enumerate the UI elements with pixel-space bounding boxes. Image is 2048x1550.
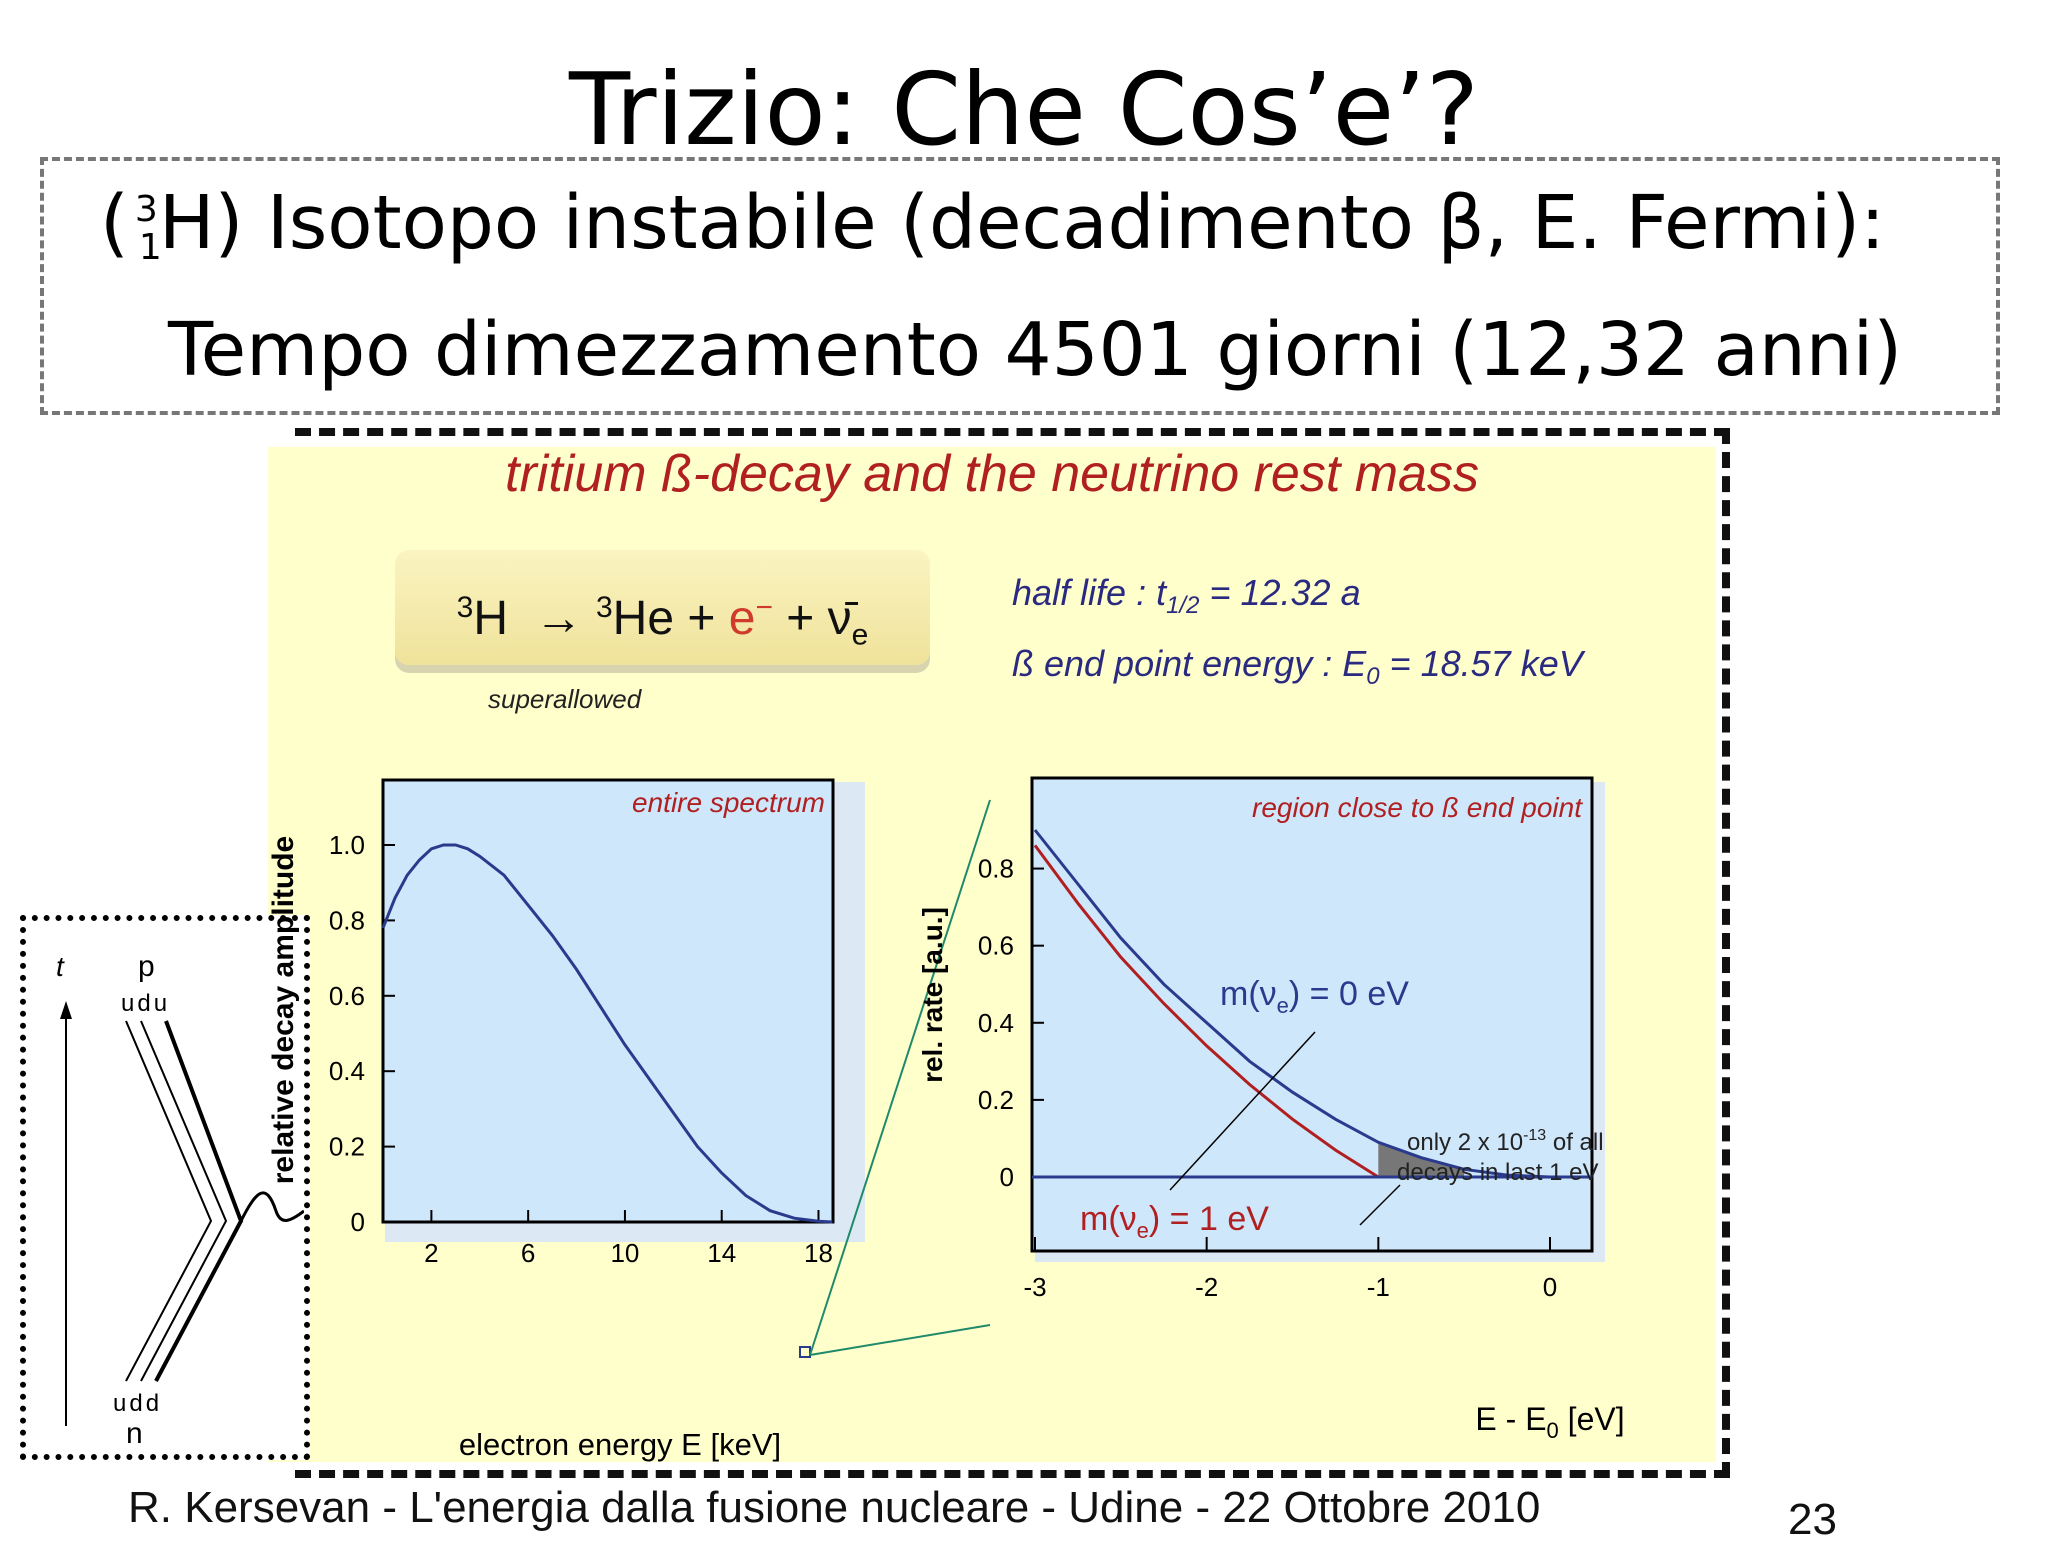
chart1-y-tick-label: 0.6 (329, 981, 365, 1011)
chart2-y-tick-label: 0.8 (978, 854, 1014, 884)
legend-m1: m(νe) = 1 eV (1080, 1200, 1269, 1243)
atomic-number: 1 (139, 230, 162, 266)
decay-equation: 3H → 3He + e− + ν̄e (395, 550, 930, 665)
time-label: t (56, 951, 65, 982)
half-life-label: half life : t (1012, 572, 1166, 613)
half-life-line: half life : t1/2 = 12.32 a (1012, 564, 1583, 635)
annotation-line2: decays in last 1 eV (1397, 1159, 1598, 1186)
chart2-xlabel: E - E0 [eV] (1475, 1401, 1624, 1443)
chart1-y-tick-label: 0.2 (329, 1132, 365, 1162)
chart2-x-tick-label: -3 (1023, 1272, 1046, 1302)
chart2-y-tick-label: 0.2 (978, 1085, 1014, 1115)
isotope-definition-text: H) Isotopo instabile (decadimento β, E. … (159, 180, 1885, 266)
slide-title: Trizio: Che Cos’e’? (0, 50, 2048, 170)
chart1-y-tick-label: 0.8 (329, 905, 365, 935)
quark-line-1 (126, 1021, 211, 1381)
proton-label: p (138, 950, 155, 983)
figure-title: tritium ß-decay and the neutrino rest ma… (268, 440, 1716, 508)
chart1-y-tick-label: 0.4 (329, 1056, 365, 1086)
isotope-definition: (3 1 H) Isotopo instabile (decadimento β, … (100, 178, 1885, 268)
superallowed-label: superallowed (488, 684, 641, 715)
annotation-line1: only 2 x 10-13 of all (1407, 1127, 1604, 1156)
chart1-ylabel: relative decay amplitude (267, 836, 300, 1185)
open-paren: ( (100, 180, 129, 266)
half-life-sub: 1/2 (1166, 592, 1199, 619)
neutron-label: n (126, 1417, 143, 1450)
footer: R. Kersevan - L'energia dalla fusione nu… (128, 1478, 1540, 1538)
endpoint-sub: 0 (1366, 663, 1379, 690)
chart2-x-tick-label: -1 (1367, 1272, 1390, 1302)
chart1-y-tick-label: 1.0 (329, 830, 365, 860)
chart1-x-tick-label: 14 (707, 1238, 736, 1268)
chart2-y-tick-label: 0.6 (978, 931, 1014, 961)
endpoint-value: = 18.57 keV (1390, 643, 1583, 684)
chart2-y-tick-label: 0.4 (978, 1008, 1014, 1038)
chart2-ylabel: rel. rate [a.u.] (917, 907, 948, 1083)
chart1-x-tick-label: 6 (521, 1238, 535, 1268)
chart1-x-tick-label: 2 (424, 1238, 438, 1268)
chart2-title: region close to ß end point (1252, 792, 1583, 823)
chart1-x-tick-label: 10 (610, 1238, 639, 1268)
chart-entire-spectrum: entire spectrum electron energy E [keV] … (255, 770, 875, 1480)
chart-endpoint-region: region close to ß end point rel. rate [a… (910, 770, 1710, 1470)
neutron-quarks: udd (113, 1390, 162, 1417)
chart1-title: entire spectrum (632, 787, 825, 818)
chart2-x-tick-label: -2 (1195, 1272, 1218, 1302)
proton-quarks: udu (121, 990, 170, 1017)
decay-parameters: half life : t1/2 = 12.32 a ß end point e… (1012, 564, 1583, 706)
time-arrow-icon (60, 1001, 72, 1019)
chart1-y-tick-label: 0 (351, 1207, 365, 1237)
endpoint-label: ß end point energy : E (1012, 643, 1366, 684)
mass-number: 3 (135, 192, 158, 228)
endpoint-line: ß end point energy : E0 = 18.57 keV (1012, 635, 1583, 706)
chart2-x-tick-label: 0 (1543, 1272, 1557, 1302)
chart2-y-tick-label: 0 (1000, 1162, 1014, 1192)
legend-m0: m(νe) = 0 eV (1220, 975, 1409, 1018)
page-number: 23 (1788, 1490, 1837, 1550)
half-life-value: = 12.32 a (1209, 572, 1360, 613)
half-life-statement: Tempo dimezzamento 4501 giorni (12,32 an… (168, 305, 1902, 395)
chart1-xlabel: electron energy E [keV] (459, 1427, 781, 1462)
